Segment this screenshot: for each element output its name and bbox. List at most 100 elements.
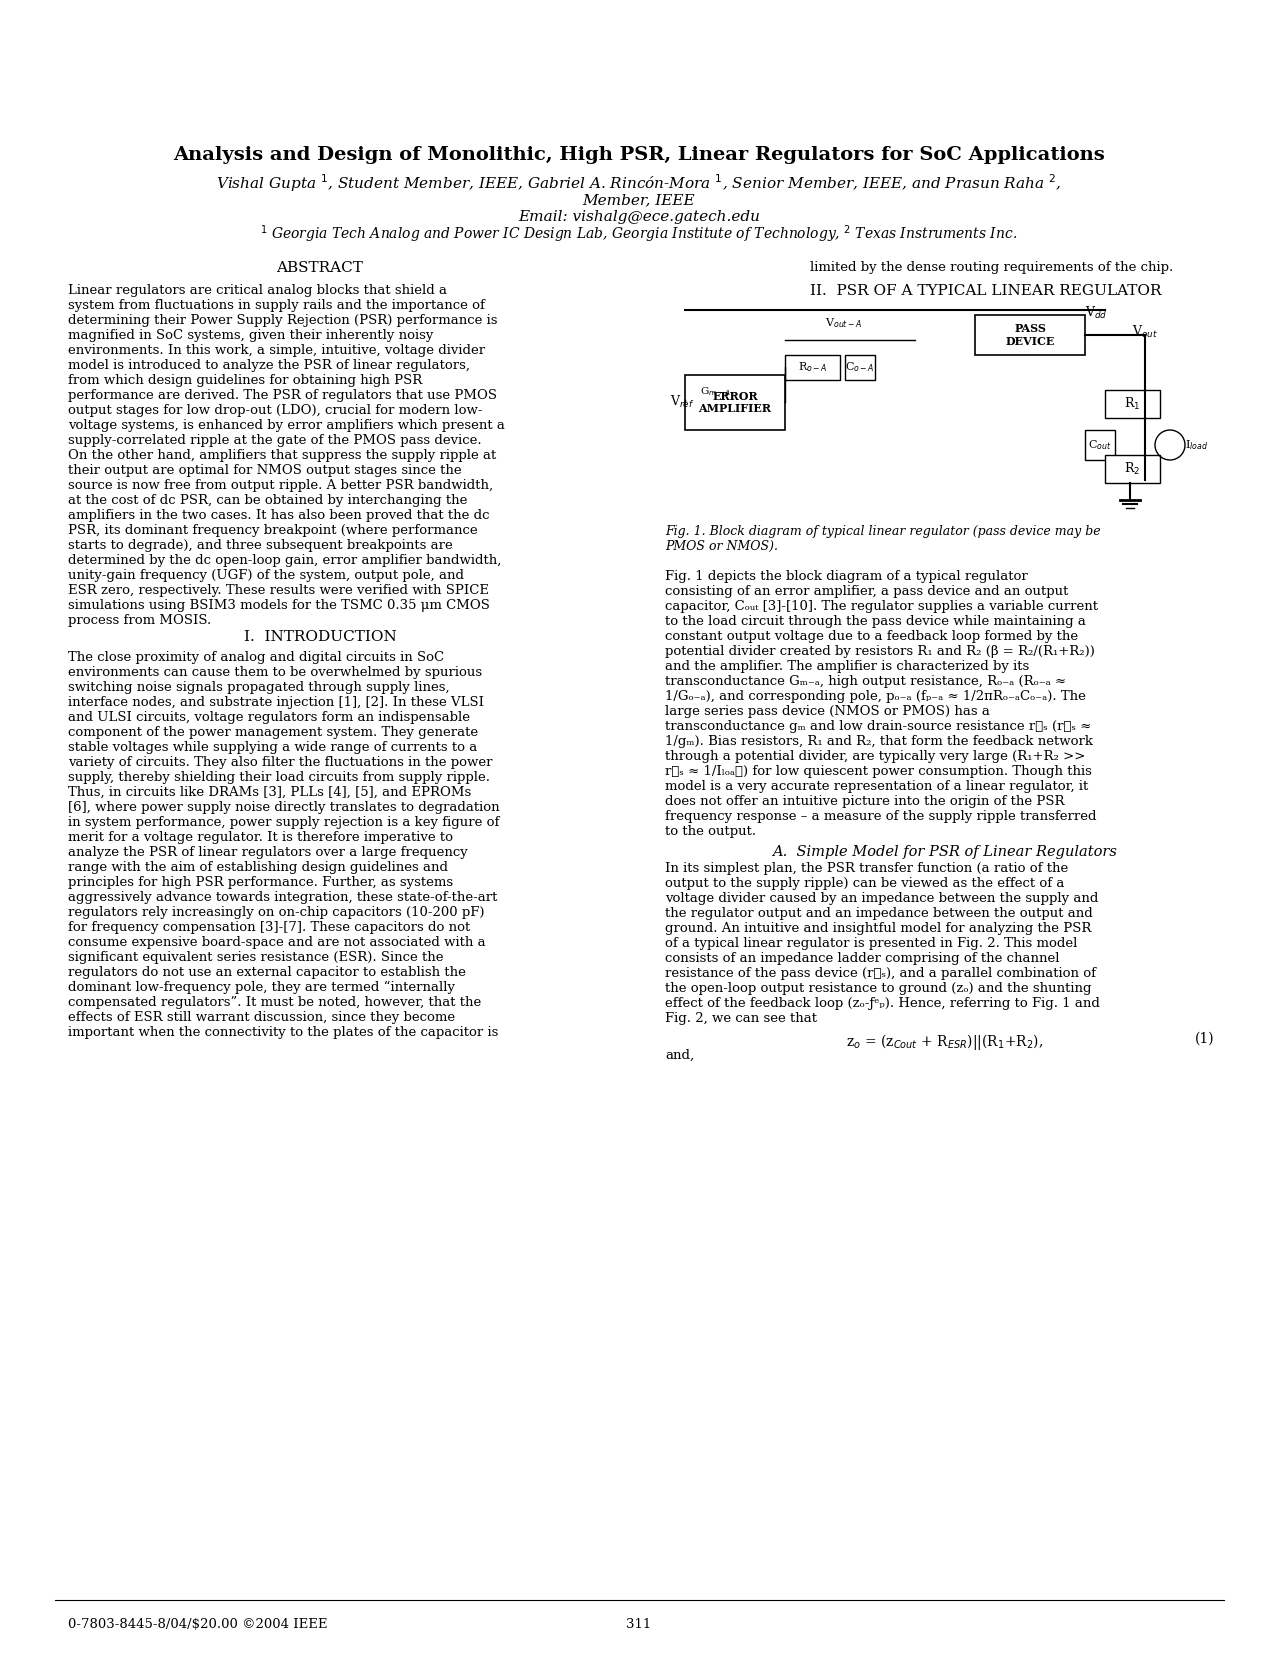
Text: at the cost of dc PSR, can be obtained by interchanging the: at the cost of dc PSR, can be obtained b… [68, 494, 467, 507]
Text: 311: 311 [627, 1618, 651, 1632]
Text: R$_{o-A}$: R$_{o-A}$ [798, 360, 828, 374]
Text: dominant low-frequency pole, they are termed “internally: dominant low-frequency pole, they are te… [68, 980, 455, 993]
Text: Linear regulators are critical analog blocks that shield a: Linear regulators are critical analog bl… [68, 284, 446, 298]
Text: through a potential divider, are typically very large (R₁+R₂ >>: through a potential divider, are typical… [665, 750, 1086, 764]
Text: potential divider created by resistors R₁ and R₂ (β = R₂/(R₁+R₂)): potential divider created by resistors R… [665, 645, 1095, 658]
Text: magnified in SoC systems, given their inherently noisy: magnified in SoC systems, given their in… [68, 329, 434, 342]
Text: for frequency compensation [3]-[7]. These capacitors do not: for frequency compensation [3]-[7]. Thes… [68, 921, 471, 934]
Text: and ULSI circuits, voltage regulators form an indispensable: and ULSI circuits, voltage regulators fo… [68, 711, 469, 724]
Text: I$_{load}$: I$_{load}$ [1186, 438, 1209, 451]
Text: model is introduced to analyze the PSR of linear regulators,: model is introduced to analyze the PSR o… [68, 359, 469, 372]
Text: in system performance, power supply rejection is a key figure of: in system performance, power supply reje… [68, 817, 499, 830]
Text: compensated regulators”. It must be noted, however, that the: compensated regulators”. It must be note… [68, 997, 481, 1008]
Text: limited by the dense routing requirements of the chip.: limited by the dense routing requirement… [810, 261, 1173, 274]
Text: amplifiers in the two cases. It has also been proved that the dc: amplifiers in the two cases. It has also… [68, 509, 490, 522]
Text: Fig. 2, we can see that: Fig. 2, we can see that [665, 1012, 817, 1025]
Text: model is a very accurate representation of a linear regulator, it: model is a very accurate representation … [665, 780, 1088, 793]
Text: $^1$ Georgia Tech Analog and Power IC Design Lab, Georgia Institute of Technolog: $^1$ Georgia Tech Analog and Power IC De… [261, 223, 1018, 245]
Text: effect of the feedback loop (zₒ-ƒᵉₚ). Hence, referring to Fig. 1 and: effect of the feedback loop (zₒ-ƒᵉₚ). He… [665, 997, 1100, 1010]
Text: z$_o$ = (z$_{Cout}$ + R$_{ESR}$)||(R$_1$+R$_2$),: z$_o$ = (z$_{Cout}$ + R$_{ESR}$)||(R$_1$… [847, 1031, 1044, 1051]
Text: G$_{m-A}$: G$_{m-A}$ [700, 385, 730, 398]
Text: consisting of an error amplifier, a pass device and an output: consisting of an error amplifier, a pass… [665, 585, 1068, 598]
Text: Analysis and Design of Monolithic, High PSR, Linear Regulators for SoC Applicati: Analysis and Design of Monolithic, High … [173, 145, 1105, 164]
Bar [845, 355, 875, 380]
Text: voltage divider caused by an impedance between the supply and: voltage divider caused by an impedance b… [665, 893, 1099, 904]
Text: 0-7803-8445-8/04/$20.00 ©2004 IEEE: 0-7803-8445-8/04/$20.00 ©2004 IEEE [68, 1618, 327, 1632]
Text: supply, thereby shielding their load circuits from supply ripple.: supply, thereby shielding their load cir… [68, 770, 490, 784]
Text: large series pass device (NMOS or PMOS) has a: large series pass device (NMOS or PMOS) … [665, 704, 990, 717]
Text: ERROR
AMPLIFIER: ERROR AMPLIFIER [698, 390, 771, 415]
Text: transconductance Gₘ₋ₐ, high output resistance, Rₒ₋ₐ (Rₒ₋ₐ ≈: transconductance Gₘ₋ₐ, high output resis… [665, 674, 1067, 688]
Text: supply-correlated ripple at the gate of the PMOS pass device.: supply-correlated ripple at the gate of … [68, 435, 482, 446]
Text: Member, IEEE: Member, IEEE [583, 193, 696, 207]
Bar [1085, 430, 1115, 460]
Text: Fig. 1 depicts the block diagram of a typical regulator: Fig. 1 depicts the block diagram of a ty… [665, 570, 1028, 584]
Text: On the other hand, amplifiers that suppress the supply ripple at: On the other hand, amplifiers that suppr… [68, 450, 496, 461]
Text: consume expensive board-space and are not associated with a: consume expensive board-space and are no… [68, 936, 486, 949]
Text: PSR, its dominant frequency breakpoint (where performance: PSR, its dominant frequency breakpoint (… [68, 524, 477, 537]
Text: II.  PSR OF A TYPICAL LINEAR REGULATOR: II. PSR OF A TYPICAL LINEAR REGULATOR [810, 284, 1161, 298]
Text: V$_{out}$: V$_{out}$ [1132, 324, 1157, 341]
Text: regulators rely increasingly on on-chip capacitors (10-200 pF): regulators rely increasingly on on-chip … [68, 906, 485, 919]
Text: R$_1$: R$_1$ [1124, 397, 1141, 412]
Text: Email: vishalg@ece.gatech.edu: Email: vishalg@ece.gatech.edu [518, 210, 760, 225]
Text: output to the supply ripple) can be viewed as the effect of a: output to the supply ripple) can be view… [665, 878, 1064, 889]
Text: 1/gₘ). Bias resistors, R₁ and R₂, that form the feedback network: 1/gₘ). Bias resistors, R₁ and R₂, that f… [665, 736, 1094, 749]
Text: A.  Simple Model for PSR of Linear Regulators: A. Simple Model for PSR of Linear Regula… [773, 845, 1118, 860]
Text: determining their Power Supply Rejection (PSR) performance is: determining their Power Supply Rejection… [68, 314, 498, 327]
Text: source is now free from output ripple. A better PSR bandwidth,: source is now free from output ripple. A… [68, 479, 494, 493]
Text: unity-gain frequency (UGF) of the system, output pole, and: unity-gain frequency (UGF) of the system… [68, 569, 464, 582]
Text: ABSTRACT: ABSTRACT [276, 261, 363, 274]
Text: system from fluctuations in supply rails and the importance of: system from fluctuations in supply rails… [68, 299, 485, 312]
Text: 1/Gₒ₋ₐ), and corresponding pole, pₒ₋ₐ (fₚ₋ₐ ≈ 1/2πRₒ₋ₐCₒ₋ₐ). The: 1/Gₒ₋ₐ), and corresponding pole, pₒ₋ₐ (f… [665, 689, 1086, 703]
Text: switching noise signals propagated through supply lines,: switching noise signals propagated throu… [68, 681, 450, 694]
Text: output stages for low drop-out (LDO), crucial for modern low-: output stages for low drop-out (LDO), cr… [68, 403, 482, 417]
Text: performance are derived. The PSR of regulators that use PMOS: performance are derived. The PSR of regu… [68, 388, 498, 402]
Text: starts to degrade), and three subsequent breakpoints are: starts to degrade), and three subsequent… [68, 539, 453, 552]
Text: R$_2$: R$_2$ [1124, 461, 1141, 478]
Text: interface nodes, and substrate injection [1], [2]. In these VLSI: interface nodes, and substrate injection… [68, 696, 483, 709]
Text: important when the connectivity to the plates of the capacitor is: important when the connectivity to the p… [68, 1027, 499, 1040]
Text: principles for high PSR performance. Further, as systems: principles for high PSR performance. Fur… [68, 876, 453, 889]
Text: from which design guidelines for obtaining high PSR: from which design guidelines for obtaini… [68, 374, 422, 387]
Text: regulators do not use an external capacitor to establish the: regulators do not use an external capaci… [68, 965, 466, 979]
Text: Fig. 1. Block diagram of typical linear regulator (pass device may be
PMOS or NM: Fig. 1. Block diagram of typical linear … [665, 526, 1101, 554]
Text: PASS
DEVICE: PASS DEVICE [1005, 322, 1055, 347]
Text: ESR zero, respectively. These results were verified with SPICE: ESR zero, respectively. These results we… [68, 584, 489, 597]
Text: consists of an impedance ladder comprising of the channel: consists of an impedance ladder comprisi… [665, 952, 1059, 965]
Text: voltage systems, is enhanced by error amplifiers which present a: voltage systems, is enhanced by error am… [68, 418, 505, 431]
Text: resistance of the pass device (r℀ₛ), and a parallel combination of: resistance of the pass device (r℀ₛ), and… [665, 967, 1096, 980]
Text: I.  INTRODUCTION: I. INTRODUCTION [243, 630, 396, 645]
Text: the open-loop output resistance to ground (zₒ) and the shunting: the open-loop output resistance to groun… [665, 982, 1091, 995]
Text: r℀ₛ ≈ 1/Iₗₒₐ℀) for low quiescent power consumption. Though this: r℀ₛ ≈ 1/Iₗₒₐ℀) for low quiescent power c… [665, 765, 1092, 779]
Text: environments can cause them to be overwhelmed by spurious: environments can cause them to be overwh… [68, 666, 482, 679]
Bar [1105, 390, 1160, 418]
Text: determined by the dc open-loop gain, error amplifier bandwidth,: determined by the dc open-loop gain, err… [68, 554, 501, 567]
Text: the regulator output and an impedance between the output and: the regulator output and an impedance be… [665, 907, 1092, 921]
Text: to the load circuit through the pass device while maintaining a: to the load circuit through the pass dev… [665, 615, 1086, 628]
Text: their output are optimal for NMOS output stages since the: their output are optimal for NMOS output… [68, 464, 462, 478]
Text: In its simplest plan, the PSR transfer function (a ratio of the: In its simplest plan, the PSR transfer f… [665, 861, 1068, 874]
Text: component of the power management system. They generate: component of the power management system… [68, 726, 478, 739]
Text: V$_{ref}$: V$_{ref}$ [670, 393, 694, 410]
Text: frequency response – a measure of the supply ripple transferred: frequency response – a measure of the su… [665, 810, 1096, 823]
Text: does not offer an intuitive picture into the origin of the PSR: does not offer an intuitive picture into… [665, 795, 1064, 808]
Text: to the output.: to the output. [665, 825, 756, 838]
Text: Vishal Gupta $^1$, Student Member, IEEE, Gabriel A. Rincón-Mora $^1$, Senior Mem: Vishal Gupta $^1$, Student Member, IEEE,… [216, 172, 1062, 193]
Text: and the amplifier. The amplifier is characterized by its: and the amplifier. The amplifier is char… [665, 660, 1030, 673]
Text: C$_{o-A}$: C$_{o-A}$ [845, 360, 875, 374]
Text: transconductance gₘ and low drain-source resistance r℀ₛ (r℀ₛ ≈: transconductance gₘ and low drain-source… [665, 721, 1091, 732]
Text: [6], where power supply noise directly translates to degradation: [6], where power supply noise directly t… [68, 802, 500, 813]
Bar [975, 316, 1085, 355]
Text: merit for a voltage regulator. It is therefore imperative to: merit for a voltage regulator. It is the… [68, 831, 453, 845]
Bar [1105, 455, 1160, 483]
Text: constant output voltage due to a feedback loop formed by the: constant output voltage due to a feedbac… [665, 630, 1078, 643]
Text: of a typical linear regulator is presented in Fig. 2. This model: of a typical linear regulator is present… [665, 937, 1077, 950]
Text: C$_{out}$: C$_{out}$ [1088, 438, 1111, 451]
Text: stable voltages while supplying a wide range of currents to a: stable voltages while supplying a wide r… [68, 741, 477, 754]
Text: significant equivalent series resistance (ESR). Since the: significant equivalent series resistance… [68, 950, 444, 964]
Text: Thus, in circuits like DRAMs [3], PLLs [4], [5], and EPROMs: Thus, in circuits like DRAMs [3], PLLs [… [68, 785, 471, 798]
Text: environments. In this work, a simple, intuitive, voltage divider: environments. In this work, a simple, in… [68, 344, 485, 357]
Text: range with the aim of establishing design guidelines and: range with the aim of establishing desig… [68, 861, 448, 874]
Text: simulations using BSIM3 models for the TSMC 0.35 μm CMOS: simulations using BSIM3 models for the T… [68, 598, 490, 612]
